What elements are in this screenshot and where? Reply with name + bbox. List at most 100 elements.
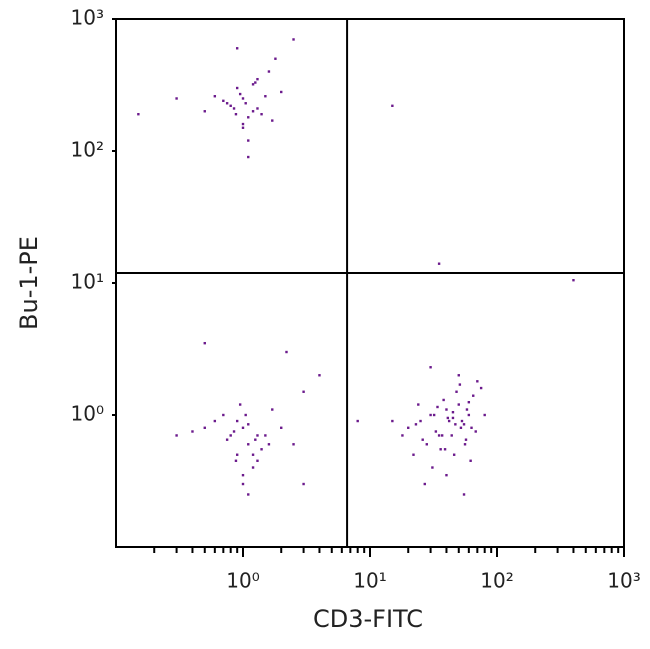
point bbox=[451, 416, 455, 420]
y-tick-label: 10³ bbox=[71, 6, 104, 30]
point bbox=[462, 493, 466, 496]
point bbox=[302, 390, 305, 393]
point bbox=[241, 473, 245, 477]
x-tick-label: 10⁰ bbox=[226, 569, 259, 593]
point bbox=[391, 419, 394, 423]
point bbox=[251, 110, 255, 113]
point bbox=[222, 99, 225, 103]
point bbox=[460, 419, 464, 423]
point bbox=[437, 262, 441, 265]
point bbox=[401, 434, 404, 437]
point bbox=[191, 430, 194, 433]
point bbox=[356, 419, 359, 423]
point bbox=[439, 448, 442, 451]
point bbox=[450, 434, 453, 437]
point bbox=[470, 426, 473, 429]
point bbox=[421, 438, 424, 441]
point bbox=[241, 122, 245, 126]
point bbox=[457, 403, 460, 406]
point bbox=[271, 408, 274, 411]
point bbox=[256, 434, 259, 437]
point bbox=[264, 434, 267, 437]
point bbox=[280, 90, 283, 94]
point bbox=[260, 113, 263, 116]
point bbox=[467, 413, 471, 417]
point bbox=[440, 434, 444, 437]
y-tick-label: 10⁰ bbox=[71, 402, 104, 426]
x-axis-label: CD3-FITC bbox=[313, 605, 423, 633]
point bbox=[203, 341, 206, 345]
point bbox=[264, 95, 267, 98]
point bbox=[429, 413, 432, 417]
point bbox=[251, 83, 255, 86]
point bbox=[244, 102, 247, 105]
point bbox=[203, 110, 206, 113]
point bbox=[463, 443, 467, 446]
point bbox=[292, 443, 295, 446]
point bbox=[251, 466, 255, 469]
point bbox=[474, 430, 477, 433]
point bbox=[256, 77, 259, 81]
x-tick-label: 10² bbox=[480, 569, 513, 593]
point bbox=[451, 411, 455, 414]
point bbox=[292, 38, 295, 41]
point bbox=[285, 350, 288, 354]
point bbox=[407, 426, 410, 429]
point bbox=[254, 438, 257, 441]
point bbox=[464, 438, 468, 441]
point bbox=[445, 473, 448, 477]
point bbox=[260, 448, 263, 451]
point bbox=[241, 426, 245, 429]
point bbox=[446, 416, 450, 420]
point bbox=[247, 116, 250, 119]
point bbox=[442, 398, 445, 402]
point bbox=[241, 126, 245, 129]
point bbox=[256, 459, 259, 462]
y-tick-label: 10¹ bbox=[71, 270, 104, 294]
point bbox=[447, 419, 451, 423]
point bbox=[244, 413, 247, 417]
point bbox=[247, 139, 250, 142]
point bbox=[254, 81, 257, 84]
point bbox=[483, 413, 486, 417]
point bbox=[271, 119, 274, 122]
point bbox=[479, 386, 483, 390]
point bbox=[455, 390, 458, 393]
point bbox=[235, 419, 239, 423]
point bbox=[238, 92, 242, 96]
point bbox=[247, 443, 250, 446]
point bbox=[267, 443, 271, 446]
point bbox=[222, 413, 225, 417]
point bbox=[462, 423, 466, 426]
point bbox=[458, 383, 462, 386]
point bbox=[423, 482, 426, 486]
point bbox=[412, 453, 415, 456]
point bbox=[302, 482, 305, 486]
point bbox=[437, 434, 441, 437]
point bbox=[175, 97, 178, 100]
point bbox=[235, 453, 239, 456]
point bbox=[419, 419, 422, 423]
point bbox=[417, 403, 420, 406]
point bbox=[213, 419, 217, 423]
point bbox=[391, 104, 394, 108]
point bbox=[465, 408, 469, 411]
point bbox=[241, 97, 245, 100]
point bbox=[247, 493, 250, 496]
point bbox=[467, 401, 471, 404]
point bbox=[247, 155, 250, 159]
point bbox=[267, 70, 271, 73]
point bbox=[452, 453, 456, 456]
point bbox=[225, 102, 229, 105]
point bbox=[476, 380, 479, 383]
point bbox=[429, 366, 432, 369]
point bbox=[274, 57, 277, 60]
point bbox=[247, 423, 250, 426]
point bbox=[225, 438, 229, 441]
point bbox=[229, 104, 232, 108]
point bbox=[234, 459, 238, 462]
point bbox=[469, 459, 472, 462]
point bbox=[457, 374, 460, 377]
point bbox=[572, 279, 575, 282]
